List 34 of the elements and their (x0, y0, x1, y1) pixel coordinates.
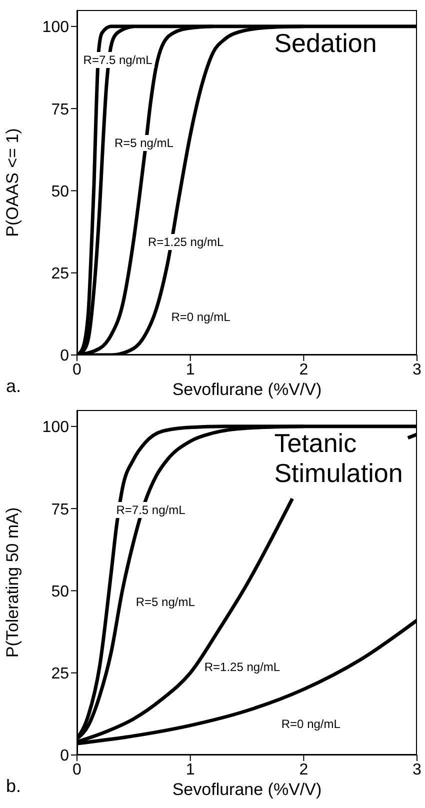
x-tick-label: 3 (412, 361, 422, 378)
annotation: R=0 ng/mL (279, 716, 342, 732)
y-tick-label: 50 (51, 583, 70, 600)
annotation: R=5 ng/mL (134, 594, 197, 610)
text: b. (6, 776, 22, 797)
y-tick-label: 75 (51, 501, 70, 518)
annotation: R=5 ng/mL (112, 135, 176, 152)
x-tick-label: 3 (412, 761, 422, 778)
text: Tetanic Stimulation (274, 428, 404, 488)
annotation: R=7.5 ng/mL (114, 502, 188, 518)
y-tick-label: 75 (51, 101, 70, 118)
y-axis-title: P(OAAS <= 1) (3, 128, 22, 237)
y-tick-label: 0 (60, 348, 70, 365)
y-tick-label: 100 (42, 19, 70, 36)
x-tick-label: 1 (186, 361, 195, 378)
annotation: R=7.5 ng/mL (81, 52, 154, 68)
x-tick-label: 1 (186, 761, 195, 778)
x-tick-label: 2 (299, 361, 308, 378)
x-axis-title: Sevoflurane (%V/V) (172, 380, 322, 399)
x-tick-label: 0 (72, 361, 82, 378)
y-tick-label: 50 (51, 183, 70, 200)
y-tick-label: 100 (42, 419, 70, 436)
annotation: R=0 ng/mL (169, 309, 232, 326)
y-tick-label: 0 (60, 748, 70, 765)
annotation: R=1.25 ng/mL (146, 234, 226, 250)
text: a. (6, 376, 22, 397)
y-tick-label: 25 (51, 666, 70, 683)
y-tick-label: 25 (51, 266, 70, 283)
text: Sedation (274, 28, 378, 58)
x-tick-label: 0 (72, 761, 82, 778)
x-axis-title: Sevoflurane (%V/V) (172, 780, 322, 799)
annotation: R=1.25 ng/mL (202, 659, 282, 676)
x-tick-label: 2 (299, 761, 308, 778)
y-axis-title: P(Tolerating 50 mA) (3, 507, 22, 658)
